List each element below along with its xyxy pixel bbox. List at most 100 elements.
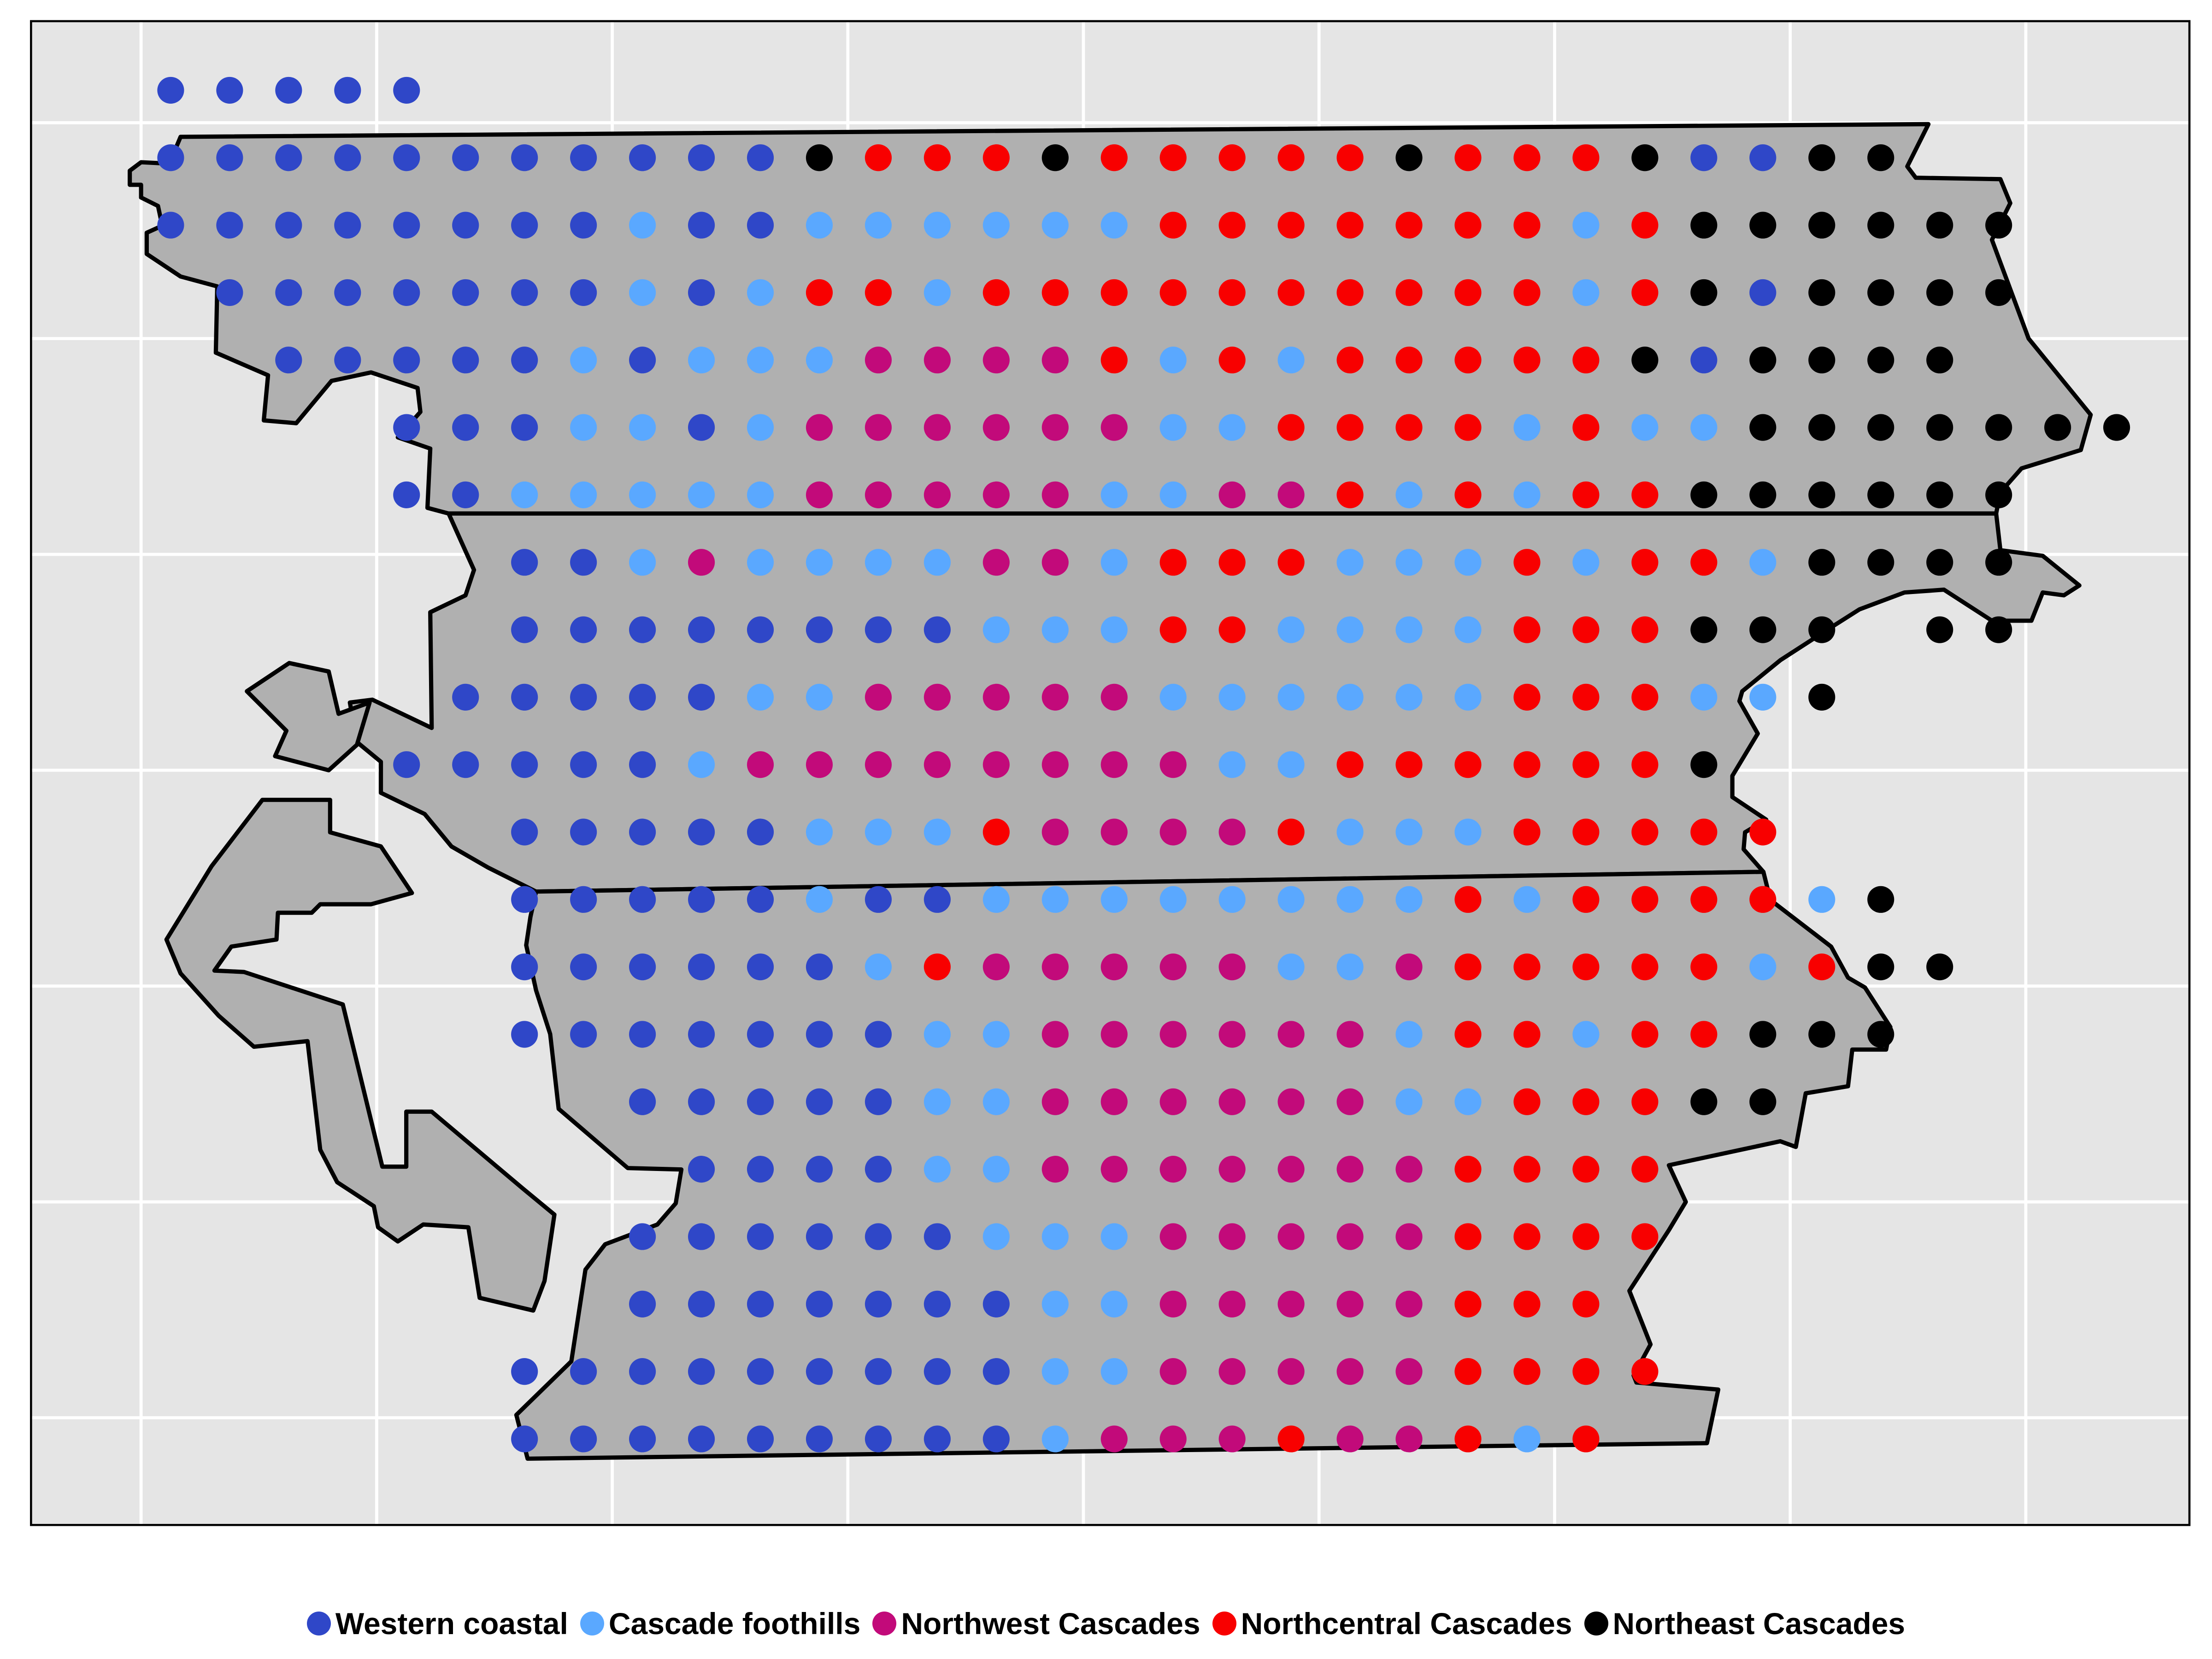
grid-point [1100,1358,1128,1385]
grid-point [1513,144,1541,171]
grid-point [1218,414,1246,441]
grid-point [1572,1290,1600,1318]
grid-point [1867,886,1894,913]
grid-point [1336,212,1364,239]
grid-point [1513,279,1541,306]
grid-point [1159,212,1187,239]
grid-point [688,1223,715,1250]
grid-point [806,683,833,711]
grid-point [865,683,892,711]
grid-point [1041,347,1069,374]
grid-point [1218,347,1246,374]
grid-point [1041,481,1069,508]
grid-point [865,1088,892,1115]
grid-point [924,953,951,981]
grid-point [570,683,597,711]
grid-point [1867,347,1894,374]
grid-point [629,1290,656,1318]
grid-point [570,481,597,508]
grid-point [1454,212,1482,239]
grid-point [1749,279,1777,306]
grid-point [747,481,774,508]
grid-point [1631,1088,1659,1115]
grid-point [1336,549,1364,576]
grid-point [452,683,479,711]
grid-point [1572,1358,1600,1385]
grid-point [1690,818,1718,846]
grid-point [1867,279,1894,306]
grid-point [1159,481,1187,508]
grid-point [1159,1088,1187,1115]
grid-point [1867,414,1894,441]
grid-point [1336,1290,1364,1318]
grid-point [1218,212,1246,239]
grid-point [275,279,302,306]
grid-point [1041,1021,1069,1048]
grid-point [1100,751,1128,778]
grid-point [1041,414,1069,441]
grid-point [1395,414,1423,441]
grid-point [924,1156,951,1183]
central-section-shape [347,511,2082,894]
grid-point [1100,818,1128,846]
grid-point [1277,279,1305,306]
grid-point [334,144,361,171]
grid-point [570,616,597,643]
grid-point [806,751,833,778]
grid-point [1395,1088,1423,1115]
grid-point [688,1358,715,1385]
grid-point [865,549,892,576]
grid-point [1513,212,1541,239]
grid-point [1513,1358,1541,1385]
grid-point [1218,279,1246,306]
grid-point [924,1021,951,1048]
grid-point [629,144,656,171]
grid-point [1454,818,1482,846]
grid-point [452,481,479,508]
grid-point [924,212,951,239]
grid-point [1218,1156,1246,1183]
grid-point [511,1425,538,1453]
grid-point [1336,144,1364,171]
grid-point [1100,616,1128,643]
grid-point [1749,144,1777,171]
grid-point [1985,616,2012,643]
grid-point [1749,683,1777,711]
legend-swatch [1212,1612,1236,1635]
grid-point [1277,818,1305,846]
grid-point [1690,414,1718,441]
grid-point [1808,279,1835,306]
grid-point [806,818,833,846]
grid-point [982,1425,1010,1453]
grid-point [1513,549,1541,576]
legend-item: Northcentral Cascades [1212,1606,1572,1641]
grid-point [511,481,538,508]
grid-point [1218,1223,1246,1250]
grid-point [865,818,892,846]
grid-point [1336,683,1364,711]
grid-point [688,616,715,643]
grid-point [334,76,361,104]
grid-point [1336,616,1364,643]
grid-point [865,1425,892,1453]
grid-point [1513,818,1541,846]
grid-point [1690,751,1718,778]
grid-point [393,751,420,778]
grid-point [570,751,597,778]
grid-point [982,1223,1010,1250]
grid-point [1513,1425,1541,1453]
grid-point [1395,1290,1423,1318]
grid-point [1690,886,1718,913]
grid-point [511,751,538,778]
panel-border [30,20,2191,1526]
grid-point [982,549,1010,576]
grid-point [1454,414,1482,441]
grid-point [1100,481,1128,508]
grid-point [1041,616,1069,643]
grid-point [688,279,715,306]
grid-point [688,818,715,846]
grid-point [570,144,597,171]
grid-point [1100,953,1128,981]
grid-point [982,1290,1010,1318]
grid-point [1572,549,1600,576]
